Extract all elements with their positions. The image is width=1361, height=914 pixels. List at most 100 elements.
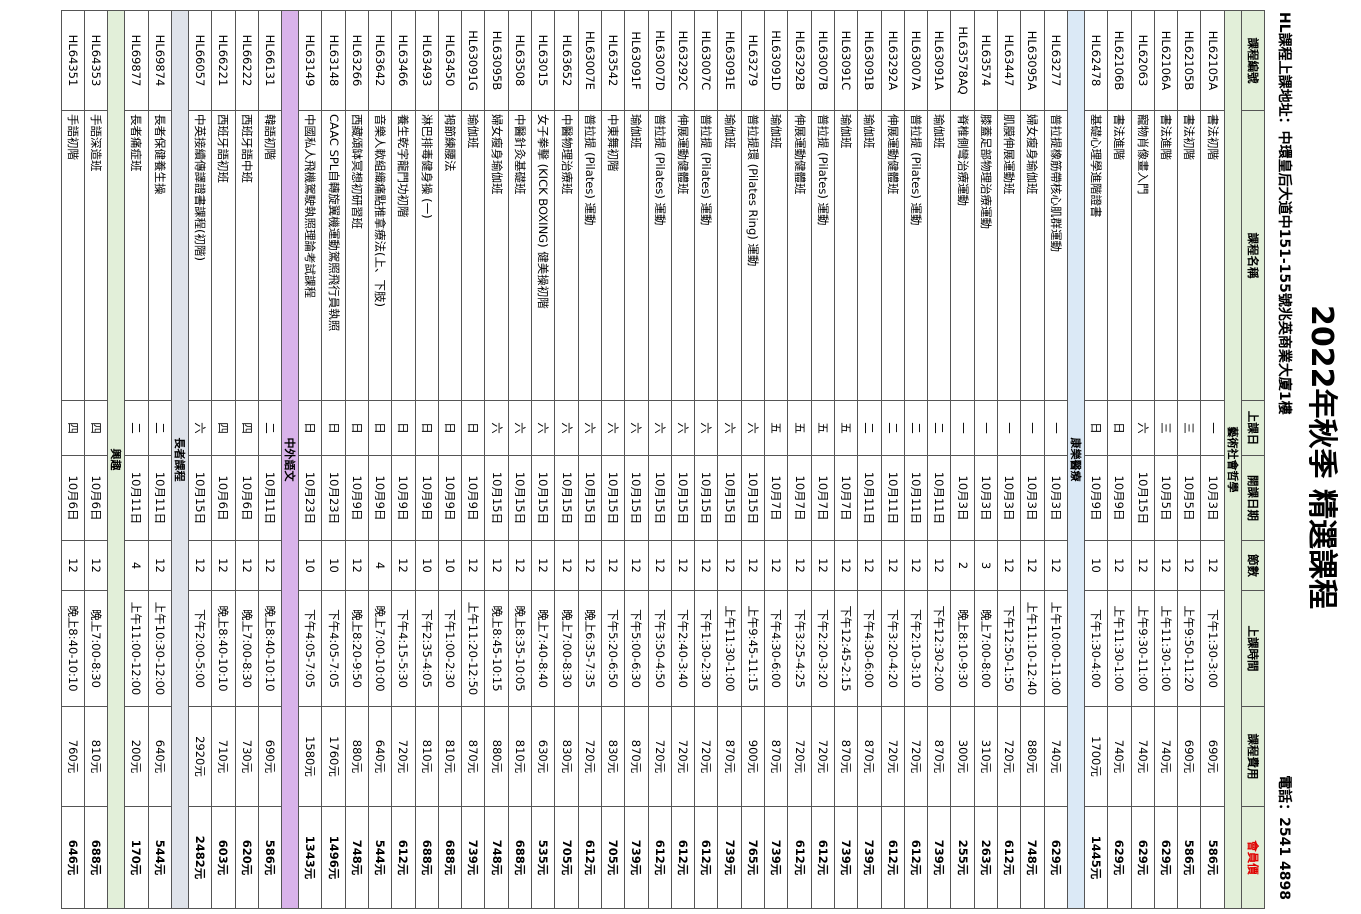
- course-row: HL63149 中國私人飛機駕駛執照理論考試課程日 10月23日 10 下午4:05-7…: [298, 10, 322, 909]
- cell: 688元: [508, 806, 532, 909]
- column-header: 課程編號: [1241, 10, 1265, 111]
- cell: HL63447: [997, 10, 1021, 111]
- cell: 五: [787, 400, 812, 456]
- course-row: HL66057 中英接續傳譯證書課程(初階) 六 10月15日 12 下午2:00-5:0…: [188, 10, 212, 909]
- cell: 830元: [554, 706, 579, 807]
- cell: 四: [211, 400, 236, 456]
- cell: 10月3日: [1044, 455, 1068, 541]
- course-row: HL64351 手語初階四 10月6日 12 晚上8:40-10:10 760元 646元: [61, 10, 85, 909]
- cell: 12: [578, 540, 602, 591]
- cell: 瑜伽班: [624, 110, 649, 401]
- cell: 淋巴排毒健身操 (一): [415, 110, 439, 401]
- cell: 晚上8:10-9:30: [950, 590, 975, 707]
- cell: 720元: [648, 706, 672, 807]
- cell: 740元: [1107, 706, 1132, 807]
- course-row: HL62106B 書法進階日 10月9日 12 上午11:30-1:00 740元 629元: [1107, 10, 1132, 909]
- cell: 一: [1044, 400, 1068, 456]
- cell: 640元: [148, 706, 172, 807]
- cell: 10: [438, 540, 462, 591]
- course-row: HL63007D 普拉提 (Pilates) 運動六 10月15日 12 下午3:50-…: [648, 10, 672, 909]
- cell: HL63007B: [811, 10, 835, 111]
- cell: 下午12:50-1:50: [997, 590, 1021, 707]
- cell: 870元: [717, 706, 742, 807]
- course-row: HL63642 音樂人軟組織痛點推拿療法(上、下肢) 日 10月9日 4 晚上7:00-1…: [368, 10, 392, 909]
- cell: 西班牙語中班: [235, 110, 259, 401]
- cell: 12: [834, 540, 858, 591]
- cell: 晚上7:00-8:30: [554, 590, 579, 707]
- cell: 720元: [904, 706, 928, 807]
- cell: HL63542: [601, 10, 625, 111]
- cell: 脊椎側彎治療運動: [950, 110, 975, 401]
- cell: 10月15日: [648, 455, 672, 541]
- cell: 830元: [601, 706, 625, 807]
- cell: 下午2:20-3:20: [811, 590, 835, 707]
- cell: 下午12:30-2:00: [927, 590, 951, 707]
- cell: 上午9:30-11:00: [1131, 590, 1155, 707]
- cell: 646元: [61, 806, 85, 909]
- cell: 612元: [881, 806, 905, 909]
- cell: 12: [531, 540, 555, 591]
- cell: 10月3日: [950, 455, 975, 541]
- cell: 720元: [578, 706, 602, 807]
- cell: 一: [1020, 400, 1045, 456]
- section-row: 中外語文: [281, 10, 299, 909]
- cell: 拇節練腰法: [438, 110, 462, 401]
- cell: 10月9日: [1084, 455, 1108, 541]
- cell: 下午12:45-2:15: [834, 590, 858, 707]
- course-row: HL63466 養生乾字龍門功初階日 10月9日 12 下午4:15-5:30 720元 6…: [391, 10, 416, 909]
- course-row: HL63578AQ 脊椎側彎治療運動一 10月3日 2 晚上8:10-9:30 300元 2…: [950, 10, 975, 909]
- cell: 1760元: [321, 706, 346, 807]
- cell: 612元: [997, 806, 1021, 909]
- cell: 下午4:15-5:30: [391, 590, 416, 707]
- cell: 下午2:00-5:00: [188, 590, 212, 707]
- cell: 晚上8:20-9:50: [345, 590, 369, 707]
- cell: 日: [321, 400, 346, 456]
- cell: 870元: [461, 706, 485, 807]
- cell: 688元: [84, 806, 108, 909]
- cell: 10月3日: [997, 455, 1021, 541]
- cell: 612元: [787, 806, 812, 909]
- cell: 10月11日: [258, 455, 282, 541]
- cell: 三: [1177, 400, 1201, 456]
- cell: 10月15日: [188, 455, 212, 541]
- cell: 810元: [508, 706, 532, 807]
- cell: HL66057: [188, 10, 212, 111]
- cell: 四: [84, 400, 108, 456]
- cell: 晚上7:00-8:00: [974, 590, 998, 707]
- cell: 西藏頌缽冥想初研習班: [345, 110, 369, 401]
- cell: HL62478: [1084, 10, 1108, 111]
- cell: HL63292B: [787, 10, 812, 111]
- cell: 705元: [601, 806, 625, 909]
- course-row: HL62478 基礎心理學進階證書日 10月9日 10 下午1:30-4:00 1700元…: [1084, 10, 1108, 909]
- course-row: HL62063 寵物肖像畫入門六 10月15日 12 上午9:30-11:00 740元 6…: [1131, 10, 1155, 909]
- course-row: HL63542 中東舞初階六 10月15日 12 下午5:20-6:50 830元 705元: [601, 10, 625, 909]
- cell: 12: [188, 540, 212, 591]
- cell: 10月15日: [508, 455, 532, 541]
- course-row: HL63007C 普拉提 (Pilates) 運動六 10月15日 12 下午1:30-…: [694, 10, 718, 909]
- cell: 六: [1131, 400, 1155, 456]
- cell: 一: [1200, 400, 1225, 456]
- cell: 748元: [485, 806, 509, 909]
- section-row: 興趣: [107, 10, 125, 909]
- cell: 810元: [84, 706, 108, 807]
- cell: 養生乾字龍門功初階: [391, 110, 416, 401]
- cell: 下午4:05-7:05: [298, 590, 322, 707]
- cell: 晚上8:40-10:10: [61, 590, 85, 707]
- cell: 880元: [345, 706, 369, 807]
- course-row: HL63292C 伸展運動健體班六 10月15日 12 下午2:40-3:40 720元 6…: [671, 10, 695, 909]
- cell: 586元: [258, 806, 282, 909]
- cell: 10月11日: [124, 455, 149, 541]
- cell: 1445元: [1084, 806, 1108, 909]
- cell: 日: [298, 400, 322, 456]
- cell: 音樂人軟組織痛點推拿療法(上、下肢): [368, 110, 392, 401]
- cell: 上午11:30-1:00: [1154, 590, 1178, 707]
- cell: 二: [881, 400, 905, 456]
- cell: 上午11:20-12:50: [461, 590, 485, 707]
- cell: 下午2:10-3:10: [904, 590, 928, 707]
- cell: 韓語初階: [258, 110, 282, 401]
- cell: 二: [927, 400, 951, 456]
- cell: 710元: [211, 706, 236, 807]
- cell: 10月5日: [1154, 455, 1178, 541]
- cell: 10月15日: [624, 455, 649, 541]
